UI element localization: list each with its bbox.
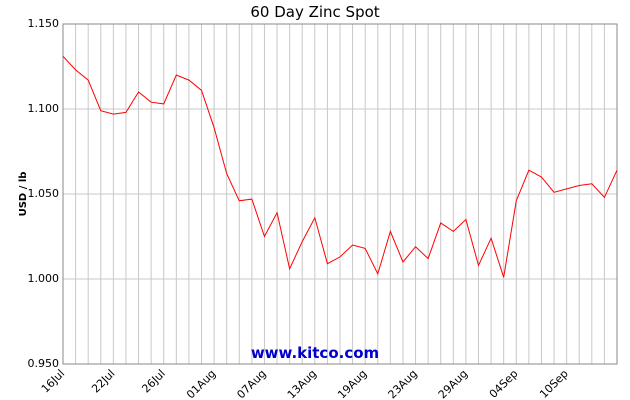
plot-frame bbox=[62, 23, 618, 365]
y-tick-label: 0.950 bbox=[28, 357, 60, 370]
y-tick-label: 1.000 bbox=[28, 272, 60, 285]
y-tick-label: 1.150 bbox=[28, 17, 60, 30]
x-tick-label: 19Aug bbox=[335, 367, 369, 400]
x-tick-label: 22Jul bbox=[89, 367, 117, 395]
x-tick-label: 23Aug bbox=[386, 367, 420, 400]
y-tick-label: 1.100 bbox=[28, 102, 60, 115]
data-line bbox=[62, 55, 618, 278]
x-tick-label: 29Aug bbox=[436, 367, 470, 400]
x-tick-label: 04Sep bbox=[487, 367, 521, 400]
y-axis-label: USD / lb bbox=[18, 172, 29, 217]
x-tick-label: 16Jul bbox=[39, 367, 67, 395]
watermark: www.kitco.com bbox=[251, 344, 379, 362]
chart-title: 60 Day Zinc Spot bbox=[250, 3, 379, 21]
x-tick-label: 13Aug bbox=[285, 367, 319, 400]
x-tick-label: 26Jul bbox=[139, 367, 167, 395]
x-tick-label: 10Sep bbox=[537, 367, 571, 400]
x-tick-label: 01Aug bbox=[184, 367, 218, 400]
x-tick-label: 07Aug bbox=[234, 367, 268, 400]
y-tick-label: 1.050 bbox=[28, 187, 60, 200]
